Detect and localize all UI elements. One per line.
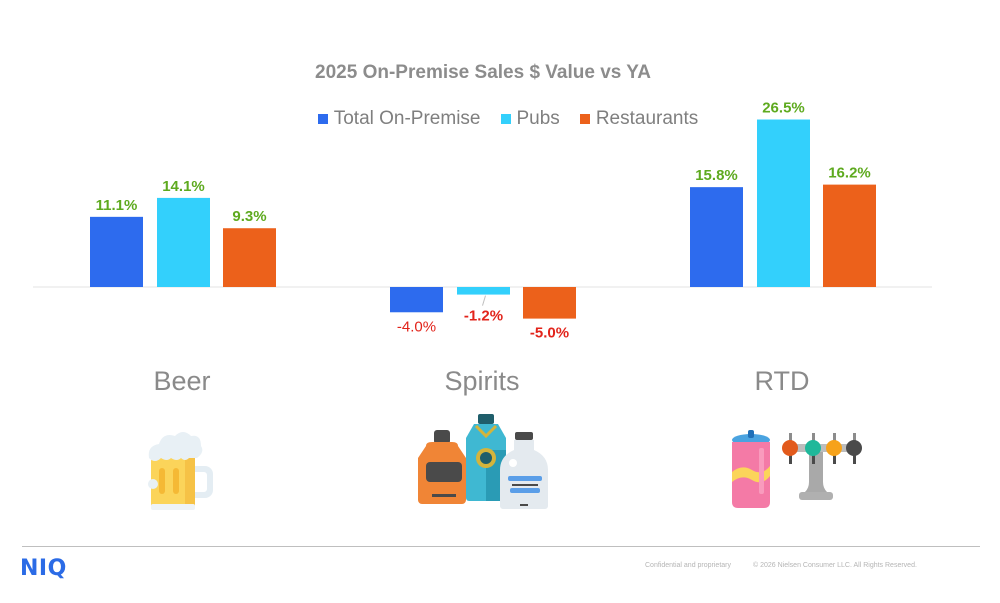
legend-swatch-pubs	[500, 114, 511, 124]
data-label-beer-total: 11.1%	[96, 197, 138, 214]
legend-label-pubs: Pubs	[516, 108, 560, 129]
data-label-beer-restaurants: 9.3%	[232, 208, 266, 225]
bar-spirits-total	[390, 287, 443, 313]
bar-rtd-total	[690, 187, 743, 287]
legend-label-restaurants: Restaurants	[595, 108, 699, 129]
legend-item-restaurants: Restaurants	[579, 108, 699, 130]
data-label-rtd-pubs: 26.5%	[762, 100, 805, 117]
bar-beer-total	[90, 216, 143, 287]
bar-spirits-pubs	[457, 287, 510, 295]
legend-item-pubs: Pubs	[500, 108, 560, 130]
leader-line-spirits-pubs	[482, 295, 486, 306]
footer-divider	[22, 546, 980, 547]
bar-beer-restaurants	[223, 228, 276, 287]
confidential-text: Confidential and proprietary	[645, 562, 731, 569]
can-and-beer-tap-icon	[732, 430, 862, 508]
bar-beer-pubs	[157, 197, 210, 287]
legend-item-total: Total On-Premise	[317, 108, 481, 130]
niq-logo: NIQ	[20, 556, 67, 581]
data-labels-layer: 11.1% 14.1% 9.3% -4.0% -1.2% -5.0% 15.8% 26.5% 1…	[96, 100, 871, 342]
liquor-bottles-icon	[418, 414, 548, 509]
chart-title: 2025 On-Premise Sales $ Value vs YA	[315, 62, 651, 83]
copyright-text: © 2026 Nielsen Consumer LLC. All Rights …	[753, 562, 917, 569]
data-label-spirits-total: -4.0%	[397, 318, 436, 335]
chart-legend: Total On-Premise Pubs Restaurants	[0, 108, 1000, 130]
chart-plot-area: 11.1% 14.1% 9.3% -4.0% -1.2% -5.0% 15.8% 26.5% 1…	[33, 100, 932, 342]
bar-rtd-restaurants	[823, 184, 876, 287]
category-label-rtd: RTD	[754, 366, 810, 396]
data-label-spirits-restaurants: -5.0%	[530, 325, 569, 342]
category-label-spirits: Spirits	[444, 366, 520, 396]
bar-spirits-restaurants	[523, 287, 576, 319]
data-label-spirits-pubs: -1.2%	[464, 308, 503, 325]
beer-mug-icon	[148, 432, 213, 510]
legend-label-total: Total On-Premise	[333, 108, 481, 129]
data-label-rtd-restaurants: 16.2%	[828, 165, 871, 182]
legend-swatch-total	[317, 114, 328, 124]
bar-rtd-pubs	[757, 119, 810, 288]
bars-layer	[90, 119, 876, 319]
data-label-beer-pubs: 14.1%	[162, 178, 205, 195]
legend-swatch-restaurants	[579, 114, 590, 124]
data-label-rtd-total: 15.8%	[695, 167, 738, 184]
category-label-beer: Beer	[153, 366, 211, 396]
